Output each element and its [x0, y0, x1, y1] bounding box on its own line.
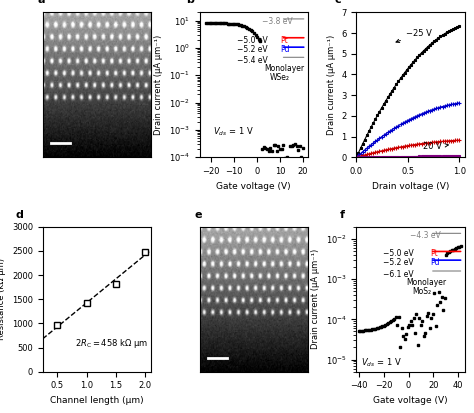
Text: c: c	[335, 0, 341, 5]
Text: f: f	[340, 209, 345, 220]
Y-axis label: Resistance (kΩ μm): Resistance (kΩ μm)	[0, 258, 6, 340]
Text: −3.8 eV: −3.8 eV	[262, 17, 293, 26]
Text: −5.4 eV: −5.4 eV	[237, 56, 268, 65]
Text: Pt: Pt	[281, 36, 288, 45]
Text: Monolayer: Monolayer	[406, 278, 446, 287]
Y-axis label: Drain current (μA μm⁻¹): Drain current (μA μm⁻¹)	[311, 249, 320, 349]
X-axis label: Channel length (μm): Channel length (μm)	[50, 396, 144, 405]
Text: e: e	[194, 209, 201, 220]
Text: −6.1 eV: −6.1 eV	[383, 270, 414, 278]
Text: Pd: Pd	[430, 258, 439, 267]
Text: $V_{ds}$ = 1 V: $V_{ds}$ = 1 V	[361, 356, 402, 368]
Text: −4.3 eV: −4.3 eV	[410, 231, 441, 240]
Text: WSe₂: WSe₂	[270, 73, 290, 81]
Text: a: a	[37, 0, 45, 5]
X-axis label: Gate voltage (V): Gate voltage (V)	[216, 182, 291, 190]
Text: $2R_{\rm C} = 458\ {\rm k\Omega\ \mu m}$: $2R_{\rm C} = 458\ {\rm k\Omega\ \mu m}$	[75, 337, 148, 350]
Text: −5.2 eV: −5.2 eV	[237, 45, 268, 54]
Text: Monolayer: Monolayer	[264, 64, 304, 73]
Y-axis label: Drain current (μA μm⁻¹): Drain current (μA μm⁻¹)	[327, 35, 336, 135]
Text: −5.0 eV: −5.0 eV	[383, 249, 414, 258]
Y-axis label: Drain current (μA μm⁻¹): Drain current (μA μm⁻¹)	[154, 35, 163, 135]
Text: d: d	[16, 209, 24, 220]
Text: −5.2 eV: −5.2 eV	[383, 258, 414, 267]
Text: Pt: Pt	[430, 249, 438, 258]
Text: −25 V: −25 V	[396, 29, 432, 43]
Text: Pd: Pd	[281, 45, 290, 54]
Text: 20 V: 20 V	[423, 142, 448, 152]
Text: −5.0 eV: −5.0 eV	[237, 36, 268, 45]
Text: MoS₂: MoS₂	[412, 287, 432, 296]
Text: $V_{ds}$ = 1 V: $V_{ds}$ = 1 V	[213, 126, 254, 138]
X-axis label: Drain voltage (V): Drain voltage (V)	[372, 182, 449, 190]
X-axis label: Gate voltage (V): Gate voltage (V)	[373, 396, 448, 405]
Text: b: b	[187, 0, 194, 5]
